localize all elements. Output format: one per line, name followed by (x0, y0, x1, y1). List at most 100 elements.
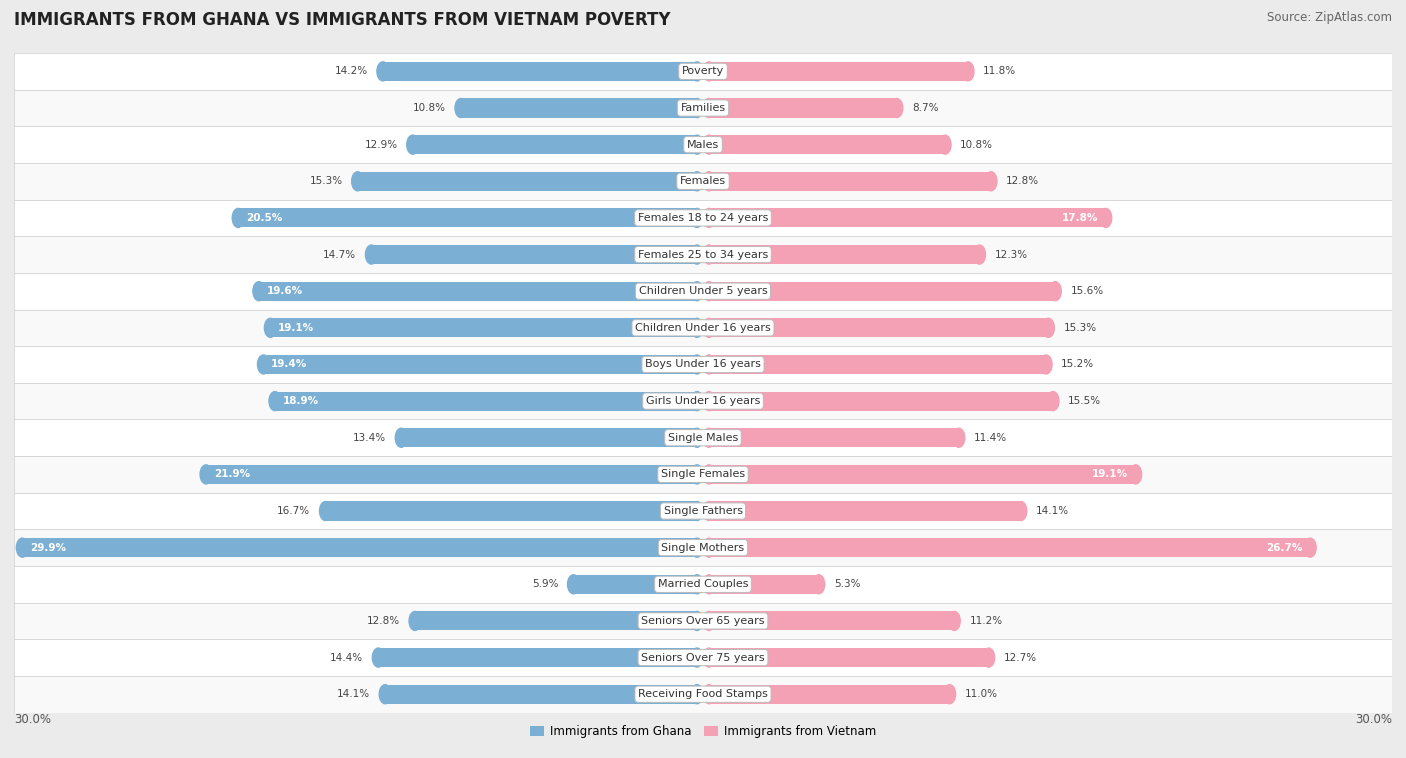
Bar (415, 612, 697, 631)
Circle shape (692, 648, 703, 667)
Bar (14, 236, 1392, 273)
Text: 17.8%: 17.8% (1062, 213, 1098, 223)
Bar (14, 127, 1392, 163)
Circle shape (986, 172, 997, 191)
Circle shape (692, 208, 703, 227)
Text: 19.1%: 19.1% (1091, 469, 1128, 479)
Text: 14.7%: 14.7% (323, 249, 356, 259)
Circle shape (703, 135, 714, 154)
Circle shape (395, 428, 408, 447)
Bar (709, 612, 955, 631)
Circle shape (380, 684, 391, 703)
Text: Boys Under 16 years: Boys Under 16 years (645, 359, 761, 369)
Circle shape (973, 245, 986, 264)
Text: 10.8%: 10.8% (413, 103, 446, 113)
Text: 12.8%: 12.8% (1007, 177, 1039, 186)
Circle shape (703, 355, 714, 374)
Circle shape (17, 538, 28, 557)
Circle shape (692, 502, 703, 521)
Legend: Immigrants from Ghana, Immigrants from Vietnam: Immigrants from Ghana, Immigrants from V… (526, 720, 880, 743)
Bar (709, 465, 1136, 484)
Circle shape (703, 612, 714, 631)
Bar (709, 428, 959, 447)
Text: 15.3%: 15.3% (1063, 323, 1097, 333)
Circle shape (703, 62, 714, 81)
Circle shape (319, 502, 332, 521)
Bar (238, 208, 697, 227)
Circle shape (232, 208, 245, 227)
Text: Females 25 to 34 years: Females 25 to 34 years (638, 249, 768, 259)
Bar (14, 309, 1392, 346)
Bar (709, 502, 1021, 521)
Text: 15.6%: 15.6% (1070, 287, 1104, 296)
Text: 14.1%: 14.1% (337, 689, 370, 699)
Circle shape (703, 208, 714, 227)
Circle shape (703, 245, 714, 264)
Text: 21.9%: 21.9% (214, 469, 250, 479)
Text: 14.2%: 14.2% (335, 67, 368, 77)
Circle shape (692, 135, 703, 154)
Circle shape (352, 172, 364, 191)
Circle shape (1305, 538, 1316, 557)
Bar (14, 603, 1392, 639)
Circle shape (692, 465, 703, 484)
Circle shape (962, 62, 974, 81)
Text: Children Under 5 years: Children Under 5 years (638, 287, 768, 296)
Text: 5.9%: 5.9% (531, 579, 558, 589)
Circle shape (409, 612, 420, 631)
Circle shape (692, 575, 703, 594)
Text: 15.5%: 15.5% (1069, 396, 1101, 406)
Text: 11.0%: 11.0% (965, 689, 998, 699)
Bar (709, 575, 818, 594)
Bar (413, 135, 697, 154)
Text: Single Females: Single Females (661, 469, 745, 479)
Circle shape (1047, 392, 1059, 411)
Circle shape (406, 135, 419, 154)
Text: 29.9%: 29.9% (30, 543, 66, 553)
Text: 11.2%: 11.2% (969, 616, 1002, 626)
Text: Married Couples: Married Couples (658, 579, 748, 589)
Circle shape (813, 575, 825, 594)
Bar (385, 684, 697, 703)
Bar (709, 318, 1049, 337)
Circle shape (953, 428, 965, 447)
Text: 12.9%: 12.9% (364, 139, 398, 149)
Bar (14, 676, 1392, 713)
Bar (709, 245, 980, 264)
Circle shape (692, 172, 703, 191)
Bar (357, 172, 697, 191)
Circle shape (692, 318, 703, 337)
Bar (14, 89, 1392, 127)
Bar (14, 273, 1392, 309)
Text: Families: Families (681, 103, 725, 113)
Circle shape (692, 282, 703, 301)
Text: Single Fathers: Single Fathers (664, 506, 742, 516)
Circle shape (692, 538, 703, 557)
Bar (382, 62, 697, 81)
Bar (270, 318, 697, 337)
Text: 15.3%: 15.3% (309, 177, 343, 186)
Circle shape (377, 62, 389, 81)
Circle shape (692, 684, 703, 703)
Bar (709, 355, 1046, 374)
Bar (259, 282, 697, 301)
Circle shape (943, 684, 956, 703)
Text: 30.0%: 30.0% (14, 713, 51, 725)
Bar (461, 99, 697, 117)
Bar (574, 575, 697, 594)
Text: 18.9%: 18.9% (283, 396, 319, 406)
Text: Single Males: Single Males (668, 433, 738, 443)
Bar (325, 502, 697, 521)
Text: Seniors Over 65 years: Seniors Over 65 years (641, 616, 765, 626)
Bar (14, 566, 1392, 603)
Text: 14.1%: 14.1% (1036, 506, 1069, 516)
Circle shape (703, 282, 714, 301)
Text: 11.8%: 11.8% (983, 67, 1017, 77)
Bar (709, 392, 1053, 411)
Text: Girls Under 16 years: Girls Under 16 years (645, 396, 761, 406)
Bar (709, 172, 991, 191)
Bar (371, 245, 697, 264)
Circle shape (692, 612, 703, 631)
Circle shape (253, 282, 264, 301)
Bar (207, 465, 697, 484)
